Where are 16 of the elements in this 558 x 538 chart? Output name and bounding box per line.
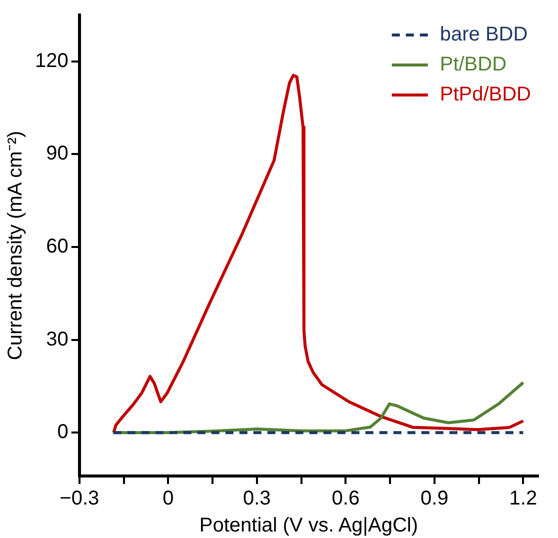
x-axis-title: Potential (V vs. Ag|AgCl) [199, 514, 418, 537]
legend-label: bare BDD [440, 24, 528, 46]
x-tick-label: 0 [162, 488, 174, 510]
legend-label: PtPd/BDD [440, 84, 532, 106]
y-tick-label: 90 [46, 142, 68, 165]
y-tick-label: 120 [34, 50, 68, 72]
x-tick-label: −0.3 [60, 488, 100, 510]
x-tick-label: 1.2 [509, 488, 538, 510]
y-tick-label: 30 [46, 328, 68, 350]
y-axis-title: Current density (mA cm⁻²) [4, 130, 27, 360]
y-tick-label: 60 [46, 236, 68, 258]
x-tick-label: 0.9 [420, 488, 448, 510]
x-tick-label: 0.3 [242, 488, 271, 510]
y-tick-label: 0 [57, 421, 68, 444]
x-tick-label: 0.6 [332, 488, 360, 510]
legend-label: Pt/BDD [440, 54, 507, 76]
